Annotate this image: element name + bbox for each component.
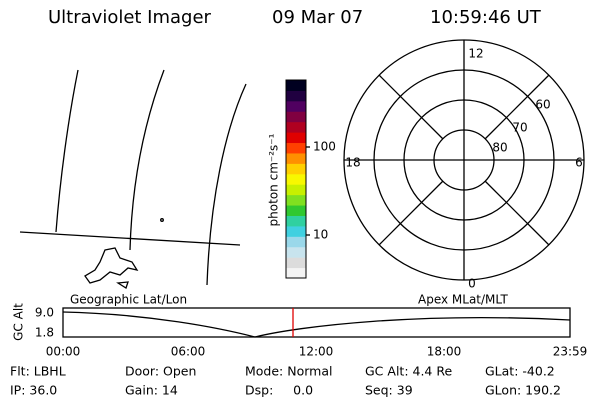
x-tick-label: 12:00 — [299, 345, 334, 359]
colorbar — [285, 79, 307, 279]
status-field: GLat: -40.2 — [485, 364, 555, 379]
x-ticks: 00:00 06:00 12:00 18:00 23:59 — [46, 345, 588, 359]
colorbar-label: photon cm⁻²s⁻¹ — [267, 133, 281, 226]
coastline — [84, 247, 139, 289]
plot-frame — [62, 307, 571, 338]
status-field: Flt: LBHL — [10, 364, 66, 379]
colorbar-tick-label: 10 — [313, 228, 328, 242]
left-label: Geographic Lat/Lon — [70, 293, 187, 307]
color-band — [286, 142, 306, 154]
title: Ultraviolet Imager — [48, 7, 212, 28]
meridian — [206, 83, 247, 286]
colorbar-tick-label: 100 — [313, 140, 336, 154]
color-band — [286, 267, 306, 279]
color-band — [286, 194, 306, 206]
meridian — [55, 69, 79, 233]
mlt-label: 6 — [575, 156, 583, 170]
color-band — [286, 90, 306, 102]
color-band — [286, 246, 306, 258]
mlat-label: 80 — [492, 141, 507, 155]
mlat-label: 70 — [512, 121, 527, 135]
y-tick-label: 1.8 — [35, 326, 54, 340]
date: 09 Mar 07 — [272, 7, 363, 28]
color-band — [286, 257, 306, 269]
status-field: Mode: Normal — [245, 364, 332, 379]
status-field: GC Alt: 4.4 Re — [365, 364, 452, 379]
color-band — [286, 225, 306, 237]
status-field: GLon: 190.2 — [485, 383, 561, 398]
colorbar-frame — [285, 79, 307, 279]
mlt-label: 0 — [468, 277, 476, 291]
right-label: Apex MLat/MLT — [418, 293, 508, 307]
meridian — [129, 69, 165, 251]
color-band — [286, 152, 306, 164]
color-band — [286, 111, 306, 123]
mlat-label: 60 — [535, 98, 550, 112]
time: 10:59:46 UT — [430, 7, 542, 28]
y-tick-label: 9.0 — [35, 306, 54, 320]
color-band — [286, 100, 306, 112]
color-band — [286, 80, 306, 91]
status-field: IP: 36.0 — [10, 383, 57, 398]
status: Flt: LBHL Door: Open Mode: Normal GC Alt: 4… — [10, 364, 561, 398]
color-band — [286, 184, 306, 196]
status-field: Seq: 39 — [365, 383, 413, 398]
x-tick-label: 06:00 — [171, 345, 206, 359]
x-tick-label: 18:00 — [427, 345, 462, 359]
color-band — [286, 121, 306, 133]
status-field: Door: Open — [125, 364, 196, 379]
marker — [160, 218, 164, 222]
status-field: Gain: 14 — [125, 383, 178, 398]
parallel — [19, 231, 241, 246]
color-band — [286, 236, 306, 248]
color-band — [286, 173, 306, 185]
x-tick-label: 23:59 — [553, 345, 588, 359]
color-band — [286, 205, 306, 216]
status-field: Dsp: 0.0 — [245, 383, 313, 398]
mlt-label: 12 — [468, 47, 483, 61]
color-band — [286, 163, 306, 175]
altitude-curve — [62, 311, 571, 338]
color-band — [286, 132, 306, 144]
x-tick-label: 00:00 — [46, 345, 81, 359]
y-axis-label: GC Alt — [12, 303, 26, 341]
color-band — [286, 215, 306, 227]
mlt-label: 18 — [345, 156, 360, 170]
map — [19, 69, 247, 289]
polar-grid — [343, 39, 585, 281]
